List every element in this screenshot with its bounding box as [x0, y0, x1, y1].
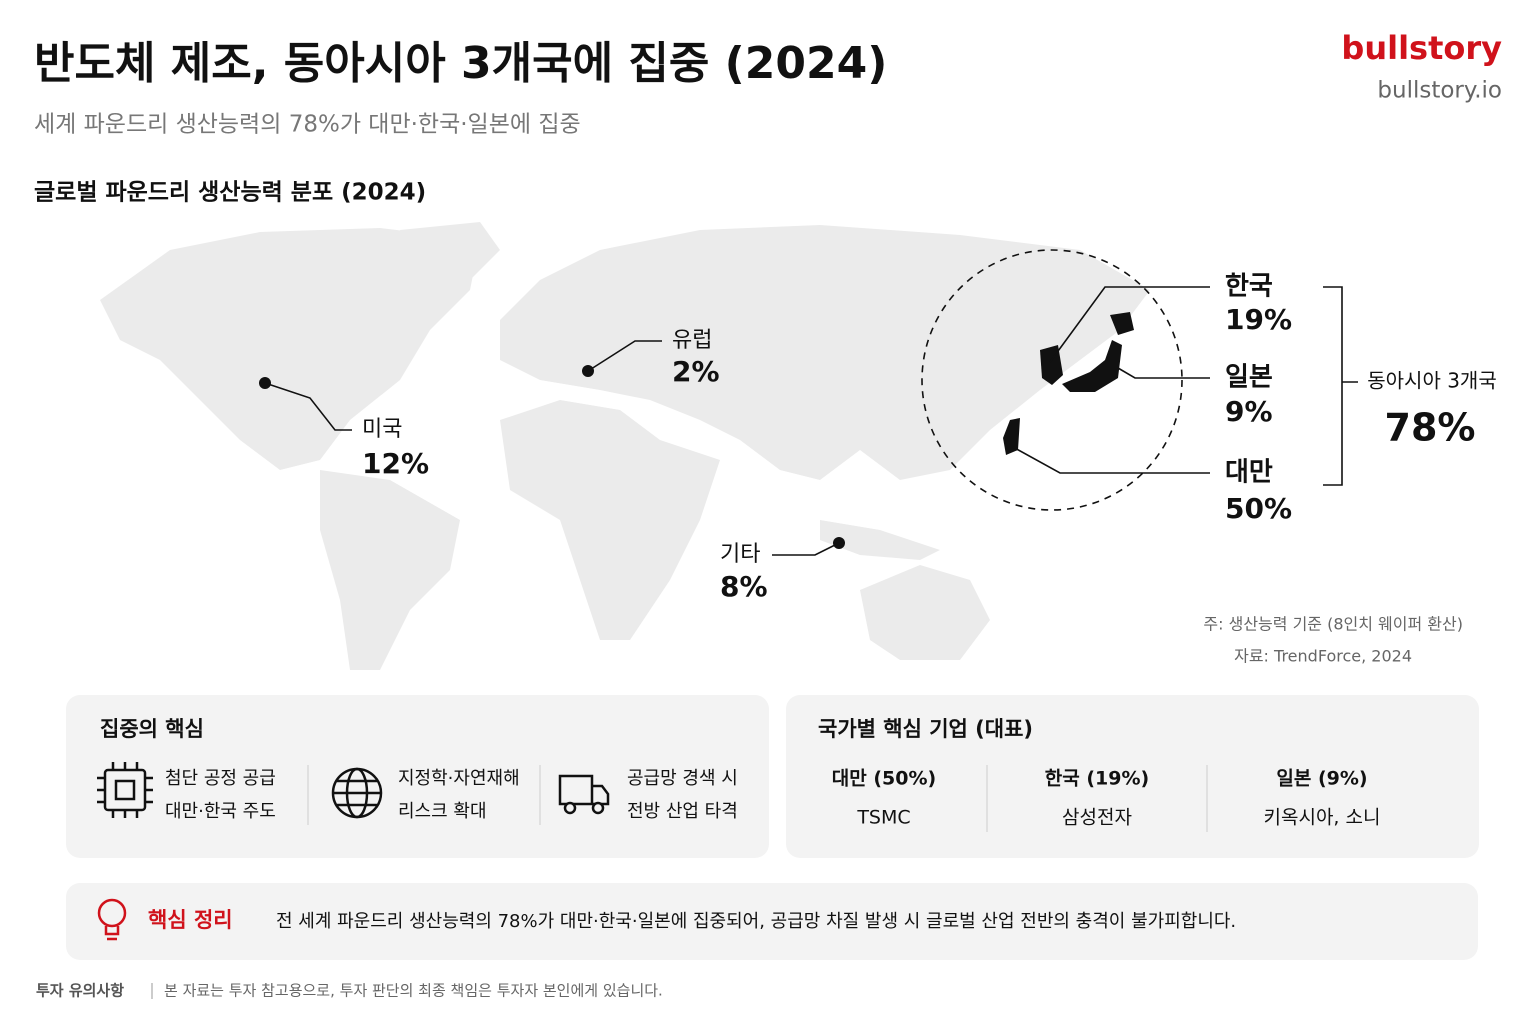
companies-panel: 국가별 핵심 기업 (대표) 대만 (50%) TSMC 한국 (19%) 삼성…: [786, 695, 1479, 858]
region-share: 8%: [720, 570, 768, 603]
summary-label: 핵심 정리: [148, 908, 233, 932]
note: 주: 생산능력 기준 (8인치 웨이퍼 환산): [1203, 615, 1463, 634]
panel-title: 집중의 핵심: [100, 717, 204, 741]
region-share: 12%: [362, 447, 429, 480]
us-callout: 미국 12%: [259, 377, 429, 480]
region-name: 대만: [1225, 458, 1273, 488]
item-line: 공급망 경색 시: [627, 768, 738, 789]
panel-bg: [786, 695, 1479, 858]
europe-callout: 유럽 2%: [582, 328, 720, 388]
brand: bullstory: [1341, 29, 1502, 67]
title: 반도체 제조, 동아시아 3개국에 집중 (2024): [34, 38, 887, 89]
eurasia: [500, 225, 1150, 480]
bulb-icon: [97, 898, 127, 941]
region-share: 2%: [672, 355, 720, 388]
world-map: [100, 222, 1183, 670]
korea-callout: 한국 19%: [1049, 272, 1292, 363]
japan-shape: [1062, 312, 1134, 392]
country: 대만 (50%): [832, 768, 936, 790]
panel-bg: [66, 695, 769, 858]
region-name: 일본: [1225, 363, 1273, 393]
concentration-panel: 집중의 핵심 첨단 공정 공급 대만·한국 주도 지정학·자연재해 리스크 확대…: [66, 695, 769, 858]
region-share: 19%: [1225, 303, 1292, 336]
leader: [264, 382, 352, 431]
south-america: [320, 470, 460, 670]
taiwan-shape: [1003, 418, 1020, 455]
leader: [1117, 367, 1210, 379]
australia: [860, 565, 990, 660]
region-share: 50%: [1225, 492, 1292, 525]
africa: [500, 400, 720, 640]
country: 한국 (19%): [1045, 768, 1149, 790]
region-name: 한국: [1225, 272, 1273, 302]
north-america: [100, 228, 480, 470]
brand-url: bullstory.io: [1377, 78, 1502, 104]
item-line: 리스크 확대: [398, 801, 487, 822]
panel-bg: [66, 883, 1478, 960]
other-callout: 기타 8%: [720, 537, 845, 603]
map-title: 글로벌 파운드리 생산능력 분포 (2024): [34, 180, 426, 206]
japan-callout: 일본 9%: [1117, 363, 1273, 428]
indonesia: [820, 520, 940, 560]
item-line: 지정학·자연재해: [398, 768, 520, 789]
region-share: 9%: [1225, 395, 1273, 428]
region-name: 미국: [362, 417, 402, 442]
globe-icon: [331, 767, 383, 819]
chip-icon: [97, 762, 153, 818]
source: 자료: TrendForce, 2024: [1234, 647, 1412, 666]
truck-icon: [558, 774, 610, 815]
region-name: 기타: [720, 542, 760, 567]
korea-shape: [1040, 345, 1063, 385]
group-bracket: [1323, 286, 1358, 486]
subtitle: 세계 파운드리 생산능력의 78%가 대만·한국·일본에 집중: [34, 112, 581, 138]
panel-title: 국가별 핵심 기업 (대표): [818, 717, 1033, 741]
leader: [1049, 286, 1210, 363]
leader: [1012, 446, 1210, 474]
focus-circle: [921, 249, 1183, 511]
group-share: 78%: [1385, 406, 1476, 450]
summary-text: 전 세계 파운드리 생산능력의 78%가 대만·한국·일본에 집중되어, 공급망…: [276, 911, 1236, 932]
country: 일본 (9%): [1276, 768, 1367, 790]
company: TSMC: [856, 807, 910, 829]
company: 키옥시아, 소니: [1264, 807, 1381, 829]
disclaimer-text: 본 자료는 투자 참고용으로, 투자 판단의 최종 책임은 투자자 본인에게 있…: [164, 982, 663, 1000]
summary-panel: 핵심 정리 전 세계 파운드리 생산능력의 78%가 대만·한국·일본에 집중되…: [66, 883, 1478, 960]
leader: [772, 542, 840, 556]
item-line: 전방 산업 타격: [627, 801, 738, 822]
taiwan-callout: 대만 50%: [1012, 446, 1292, 525]
greenland: [400, 222, 500, 290]
group-label: 동아시아 3개국: [1367, 369, 1496, 393]
item-line: 대만·한국 주도: [165, 801, 276, 822]
company: 삼성전자: [1062, 807, 1132, 829]
item-line: 첨단 공정 공급: [165, 768, 276, 789]
region-name: 유럽: [672, 328, 712, 353]
disclaimer-label: 투자 유의사항: [36, 982, 124, 1000]
leader: [587, 340, 662, 372]
